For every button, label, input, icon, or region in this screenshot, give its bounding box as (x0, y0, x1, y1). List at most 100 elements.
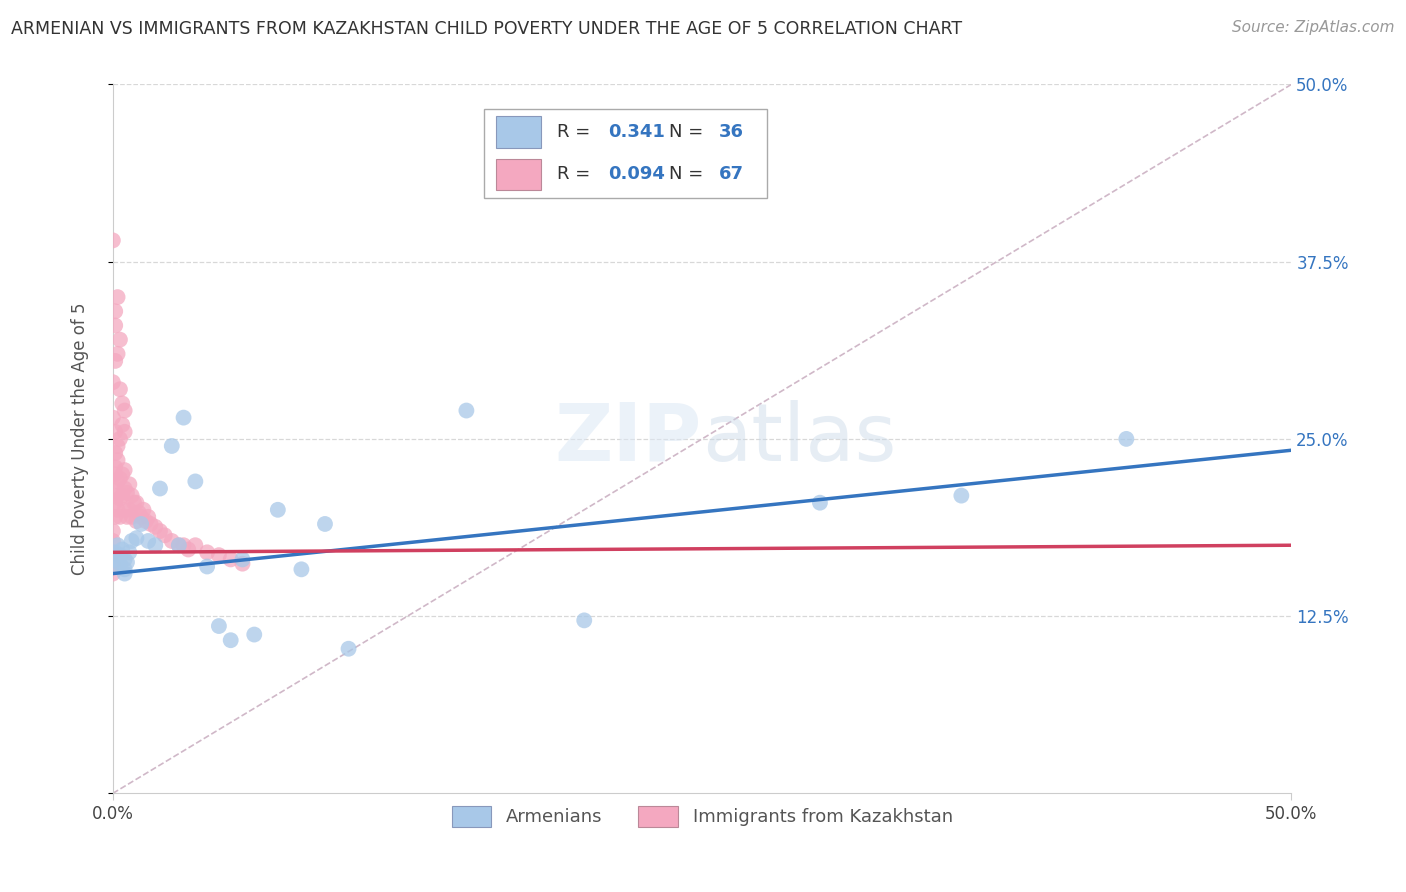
Point (208, 548, 231, 562)
Text: ARMENIAN VS IMMIGRANTS FROM KAZAKHSTAN CHILD POVERTY UNDER THE AGE OF 5 CORRELAT: ARMENIAN VS IMMIGRANTS FROM KAZAKHSTAN C… (11, 20, 962, 37)
Point (132, 503, 155, 517)
FancyBboxPatch shape (484, 109, 766, 198)
Point (243, 627, 266, 641)
FancyBboxPatch shape (496, 159, 541, 190)
Point (111, 542, 134, 557)
Point (219, 552, 242, 566)
Point (184, 538, 207, 552)
Point (149, 482, 172, 496)
Point (125, 531, 148, 545)
Point (160, 439, 183, 453)
Point (231, 552, 253, 566)
Point (104, 545, 127, 559)
Point (114, 403, 136, 417)
Text: Source: ZipAtlas.com: Source: ZipAtlas.com (1232, 20, 1395, 35)
Point (118, 545, 141, 559)
Point (115, 509, 138, 524)
Point (143, 520, 166, 534)
Point (104, 496, 127, 510)
Point (114, 552, 136, 566)
Point (104, 425, 127, 439)
Point (114, 562, 136, 576)
Point (173, 410, 195, 425)
Point (456, 403, 478, 417)
Point (267, 503, 290, 517)
Point (129, 509, 152, 524)
Point (195, 559, 218, 574)
Text: N =: N = (669, 166, 709, 184)
Text: 0.094: 0.094 (607, 166, 665, 184)
Point (108, 548, 131, 562)
Point (107, 559, 129, 574)
Point (153, 528, 176, 542)
Point (121, 489, 143, 503)
Point (104, 304, 127, 318)
Point (574, 613, 596, 627)
Text: 36: 36 (718, 123, 744, 141)
Text: ZIP: ZIP (555, 400, 702, 478)
Point (107, 290, 129, 304)
Point (101, 234, 124, 248)
Point (108, 472, 131, 486)
Text: 0.341: 0.341 (607, 123, 665, 141)
Point (101, 557, 124, 571)
Point (122, 496, 145, 510)
Legend: Armenians, Immigrants from Kazakhstan: Armenians, Immigrants from Kazakhstan (444, 798, 960, 834)
Point (108, 509, 131, 524)
Point (208, 619, 231, 633)
Point (290, 562, 312, 576)
Point (121, 533, 143, 548)
Point (104, 509, 127, 524)
Point (104, 467, 127, 482)
Point (115, 485, 138, 500)
Point (108, 333, 131, 347)
Point (167, 538, 190, 552)
Point (104, 354, 127, 368)
Point (108, 491, 131, 506)
Point (104, 318, 127, 333)
Point (107, 503, 129, 517)
Point (101, 533, 124, 548)
Point (118, 477, 141, 491)
Point (104, 552, 127, 566)
Text: R =: R = (557, 166, 596, 184)
Point (136, 509, 159, 524)
Point (125, 496, 148, 510)
Point (101, 375, 124, 389)
Point (314, 516, 336, 531)
Point (107, 347, 129, 361)
Point (108, 382, 131, 396)
Point (101, 566, 124, 581)
Point (1115, 432, 1137, 446)
Point (114, 482, 136, 496)
Point (167, 538, 190, 552)
Point (115, 555, 138, 569)
Point (114, 425, 136, 439)
Point (104, 482, 127, 496)
Point (950, 489, 973, 503)
Point (177, 542, 200, 557)
Point (143, 538, 166, 552)
Point (129, 516, 152, 531)
Point (160, 533, 183, 548)
Point (107, 489, 129, 503)
Point (111, 489, 134, 503)
Point (121, 509, 143, 524)
Point (107, 475, 129, 489)
Point (128, 506, 150, 520)
Point (118, 503, 141, 517)
Point (101, 545, 124, 559)
Point (104, 460, 127, 475)
Point (139, 516, 162, 531)
Point (101, 410, 124, 425)
Text: atlas: atlas (702, 400, 897, 478)
Point (111, 417, 134, 432)
Point (195, 545, 218, 559)
Y-axis label: Child Poverty Under the Age of 5: Child Poverty Under the Age of 5 (72, 302, 89, 575)
FancyBboxPatch shape (496, 116, 541, 147)
Point (219, 633, 242, 648)
Text: 67: 67 (718, 166, 744, 184)
Text: R =: R = (557, 123, 596, 141)
Point (231, 557, 253, 571)
Point (104, 446, 127, 460)
